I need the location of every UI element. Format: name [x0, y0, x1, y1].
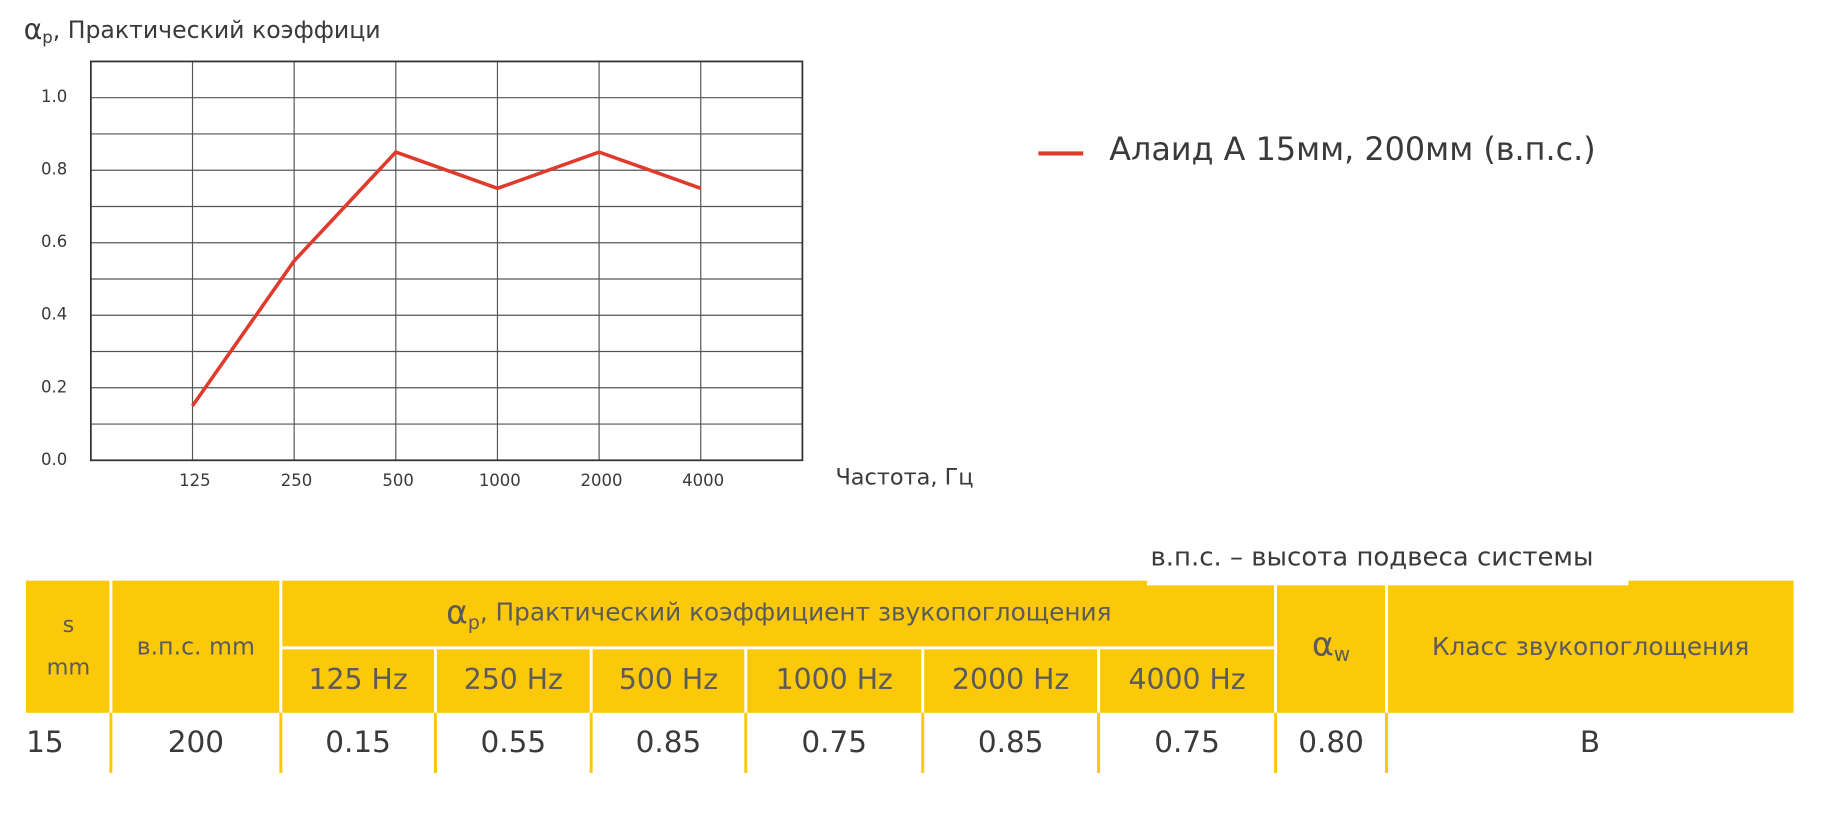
- y-tick-label: 0.2: [41, 377, 67, 396]
- alpha-w-sub: w: [1334, 641, 1350, 665]
- header-class: Класс звукопоглощения: [1432, 632, 1749, 661]
- x-tick-label: 250: [281, 471, 313, 490]
- header-frequency: 125 Hz: [309, 663, 408, 696]
- y-axis-label: αp, Практический коэффици: [24, 13, 381, 47]
- y-label-symbol: α: [24, 13, 43, 46]
- x-tick-label: 1000: [479, 471, 521, 490]
- table-cell: 0.85: [978, 725, 1044, 759]
- coef-symbol: α: [446, 592, 468, 631]
- header-s: s: [63, 612, 75, 638]
- table-cell: 15: [26, 725, 64, 759]
- alpha-w-symbol: α: [1312, 624, 1334, 663]
- table-cell: 0.15: [325, 725, 391, 759]
- y-label-sub: p: [42, 27, 52, 46]
- table-cell: 0.85: [636, 725, 702, 759]
- y-label-text: , Практический коэффици: [53, 15, 381, 43]
- header-frequency: 2000 Hz: [952, 663, 1069, 696]
- y-tick-label: 0.8: [41, 160, 67, 179]
- header-frequency: 4000 Hz: [1128, 663, 1245, 696]
- header-height: в.п.с. mm: [137, 632, 255, 660]
- y-tick-label: 1.0: [41, 87, 67, 106]
- header-frequency: 500 Hz: [619, 663, 718, 696]
- x-tick-label: 500: [382, 471, 414, 490]
- x-tick-label: 4000: [682, 471, 724, 490]
- x-axis-label: Частота, Гц: [835, 464, 973, 490]
- plot-frame: [89, 60, 804, 462]
- table-cell: 0.80: [1298, 725, 1364, 759]
- header-coef: αp, Практический коэффициент звукопоглощ…: [446, 592, 1111, 633]
- header-s: mm: [47, 654, 91, 680]
- table-cell: B: [1580, 725, 1600, 759]
- header-alpha-w: αw: [1312, 624, 1350, 665]
- table-cell: 0.75: [1154, 725, 1220, 759]
- header-frequency: 1000 Hz: [776, 663, 893, 696]
- table-cell: 0.75: [801, 725, 867, 759]
- header-frequency: 250 Hz: [464, 663, 563, 696]
- y-tick-label: 0.6: [41, 232, 67, 251]
- data-line: [191, 150, 702, 407]
- y-tick-label: 0.4: [41, 305, 67, 324]
- table-cell: 0.55: [480, 725, 546, 759]
- table-cell: 200: [168, 725, 224, 759]
- x-tick-label: 2000: [580, 471, 622, 490]
- note-bg: [1146, 540, 1629, 586]
- coef-text: , Практический коэффициент звукопоглощен…: [480, 598, 1112, 627]
- y-tick-label: 0.0: [41, 450, 67, 469]
- x-tick-label: 125: [179, 471, 211, 490]
- coef-sub: p: [468, 612, 480, 634]
- legend-label: Алаид А 15мм, 200мм (в.п.с.): [1109, 130, 1595, 168]
- table-note: в.п.с. – высота подвеса системы: [1151, 543, 1594, 573]
